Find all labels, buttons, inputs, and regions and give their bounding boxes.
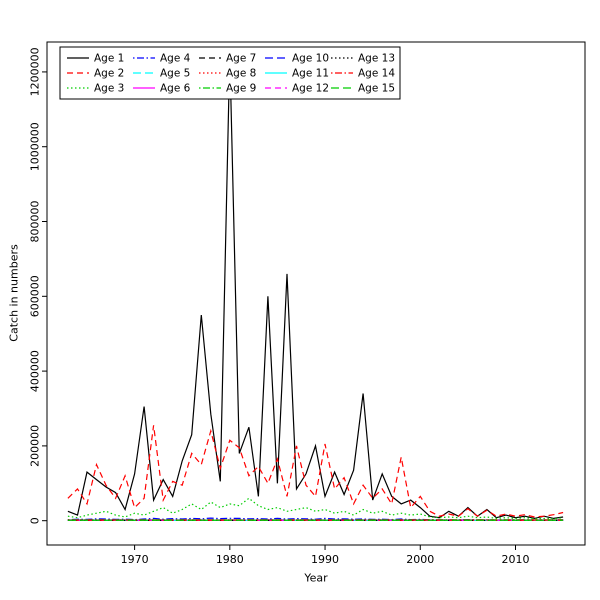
legend-label: Age 9: [226, 83, 256, 95]
legend-label: Age 6: [160, 83, 191, 95]
y-axis-tick-label: 200000: [29, 425, 42, 467]
legend-label: Age 13: [358, 53, 395, 65]
series-line-age-1: [67, 53, 564, 520]
legend-label: Age 8: [226, 68, 256, 80]
legend-label: Age 4: [160, 53, 191, 65]
x-axis-tick-label: 1990: [311, 553, 339, 566]
legend-label: Age 11: [292, 68, 329, 80]
legend: Age 1 Age 2 Age 3 Age 4 Age 5 Age 6 Age 7 Age 8…: [59, 46, 401, 100]
legend-label: Age 14: [358, 68, 395, 80]
legend-box: [59, 46, 401, 100]
legend-label: Age 3: [94, 83, 124, 95]
y-axis-tick-label: 400000: [29, 350, 42, 392]
legend-label: Age 1: [94, 53, 124, 65]
x-axis-tick-label: 1980: [216, 553, 244, 566]
legend-label: Age 10: [292, 53, 329, 65]
series-line-age-3: [67, 497, 564, 520]
y-axis-tick-label: 600000: [29, 275, 42, 317]
x-axis-tick-label: 1970: [121, 553, 149, 566]
y-axis-tick-label: 1200000: [29, 47, 42, 96]
x-axis-tick-label: 2010: [501, 553, 529, 566]
x-axis-title: Year: [304, 571, 328, 585]
y-axis-title: Catch in numbers: [7, 244, 21, 342]
series-line-age-2: [67, 425, 564, 518]
plot-box: [46, 41, 586, 546]
legend-label: Age 12: [292, 83, 329, 95]
x-axis-tick-label: 2000: [406, 553, 434, 566]
legend-label: Age 7: [226, 53, 256, 65]
legend-label: Age 2: [94, 68, 124, 80]
y-axis-tick-label: 1000000: [29, 122, 42, 171]
legend-label: Age 15: [358, 83, 395, 95]
y-axis-tick-label: 0: [29, 517, 42, 524]
legend-label: Age 5: [160, 68, 190, 80]
y-axis-tick-label: 800000: [29, 201, 42, 243]
